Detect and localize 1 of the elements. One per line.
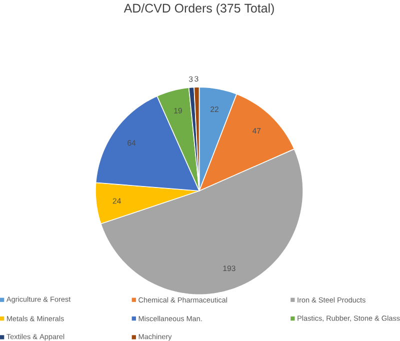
chart-title: AD/CVD Orders (375 Total) [124,4,274,16]
